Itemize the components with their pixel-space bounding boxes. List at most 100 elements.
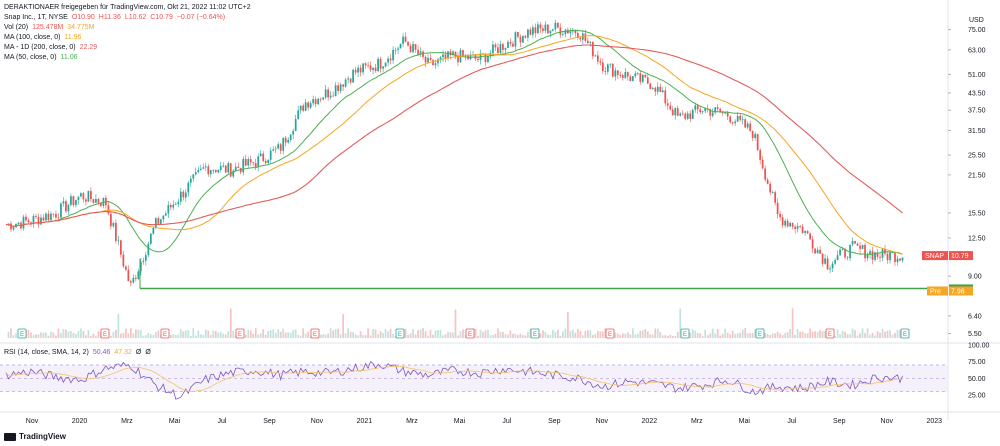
volume-bar [744,328,747,338]
volume-bar [372,329,374,338]
candle-body [719,108,722,113]
header-vol[interactable]: Vol (20) 125.478M 34.775M [4,24,95,31]
candle-body [639,73,642,82]
volume-bar [709,333,712,338]
candle-body [844,249,846,258]
volume-bar [639,330,642,338]
candle-body [154,218,157,228]
candle-body [856,243,859,246]
header-ma200[interactable]: MA - 1D (200, close, 0) 22.29 [4,44,98,51]
header-ma50[interactable]: MA (50, close, 0) 11.06 [4,54,78,61]
candle-body [312,99,315,104]
candle-body [512,43,514,47]
candle-body [347,78,349,80]
volume-bar [27,329,30,338]
time-tick-label: Mrz [121,418,133,425]
volume-bar [557,329,559,338]
candle-body [654,87,657,92]
volume-bar [214,331,217,338]
time-tick-label: 2022 [642,418,658,425]
candle-body [429,57,432,60]
volume-bar [671,335,674,338]
volume-bar [447,331,449,338]
header-ma100[interactable]: MA (100, close, 0) 11.96 [4,34,82,41]
volume-bar [796,329,799,338]
volume-bar [222,333,225,338]
volume-bar [132,333,135,338]
candle-body [209,170,212,175]
candle-body [322,97,325,100]
volume-bar [811,331,814,338]
volume-bar [849,334,851,338]
volume-bar [427,335,429,338]
candle-body [259,153,262,157]
volume-bar [432,334,434,338]
candle-body [134,277,137,279]
candle-body [901,257,904,261]
volume-bar [204,329,207,338]
candle-body [25,216,27,221]
volume-bar [452,332,454,338]
volume-bar [199,334,202,338]
volume-bar [394,335,397,338]
candle-body [826,258,829,270]
volume-bar [786,332,789,338]
volume-bar [329,328,332,338]
candle-body [741,119,744,121]
candle-body [65,201,67,212]
candle-body [871,251,874,260]
volume-bar [576,328,579,338]
candle-body [599,61,602,63]
candle-body [674,108,677,116]
volume-bar [494,333,497,338]
volume-bar [95,335,97,338]
earnings-label: E [608,332,612,338]
volume-bar [519,333,522,338]
candle-body [736,115,739,122]
volume-bar [896,329,899,338]
volume-bar [719,335,722,338]
volume-bar [564,328,567,338]
volume-bar [384,329,387,338]
candle-body [859,245,861,249]
volume-bar [666,335,669,338]
volume-bar [884,331,886,338]
volume-bar [82,330,85,338]
candle-body [139,261,142,272]
volume-bar [676,332,679,338]
rsi-sma-line [5,365,903,392]
candle-body [262,153,265,161]
volume-bar [886,330,889,338]
volume-bar [504,334,507,338]
tradingview-logo[interactable]: TradingView [4,432,66,441]
candle-body [92,199,95,203]
candle-body [324,89,327,98]
ma50-line [5,29,903,255]
volume-bar [841,330,844,338]
volume-bar [864,333,866,338]
candle-body [734,121,737,124]
volume-bar [527,331,529,338]
candle-body [314,99,317,105]
candle-body [407,41,409,46]
candle-body [369,65,372,70]
candle-body [601,62,604,72]
candle-body [811,239,814,249]
volume-bar [429,329,432,338]
volume-bar [349,331,352,338]
candle-body [229,163,232,177]
price-label-tag [927,286,948,296]
volume-bar [741,329,744,338]
volume-bar [664,335,667,338]
candle-body [232,170,235,177]
candle-body [711,112,714,116]
rsi-header[interactable]: RSI (14, close, SMA, 14, 2) 50.46 47.32 Ø Ø [4,349,151,356]
volume-bar [701,335,704,338]
volume-bar [157,330,160,338]
candle-body [509,41,512,44]
candle-body [542,28,544,31]
candle-body [424,56,427,63]
volume-bar [70,330,72,338]
price-label-name: Pre [930,288,941,295]
